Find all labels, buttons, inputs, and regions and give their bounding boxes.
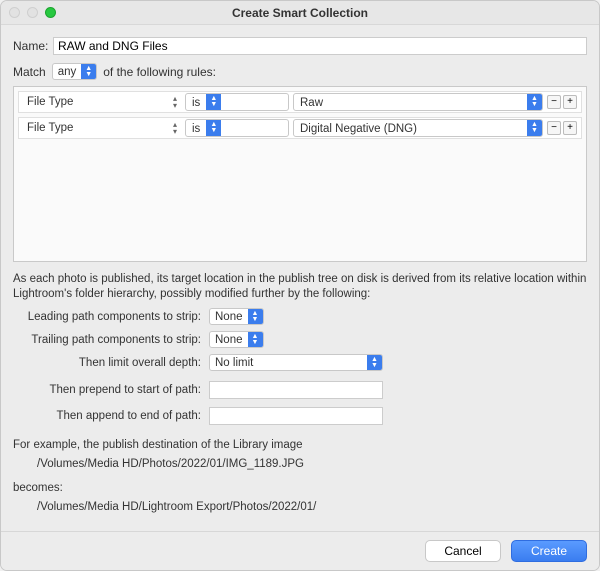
rule-value: Digital Negative (DNG) (294, 120, 527, 136)
prepend-label: Then prepend to start of path: (13, 384, 203, 396)
rule-operator-select[interactable]: is ▲▼ (185, 93, 289, 111)
dialog-footer: Cancel Create (1, 531, 599, 570)
remove-rule-button[interactable]: − (547, 95, 561, 109)
match-mode-value: any (53, 64, 82, 79)
prepend-row: Then prepend to start of path: (13, 381, 587, 399)
rule-value: Raw (294, 94, 527, 110)
stepper-icon: ▲▼ (248, 332, 263, 347)
rule-row: File Type ▴▾ is ▲▼ Digital Negative (DNG… (18, 117, 582, 139)
name-input[interactable] (53, 37, 587, 55)
example-source-path: /Volumes/Media HD/Photos/2022/01/IMG_118… (13, 456, 587, 472)
publish-explanation: As each photo is published, its target l… (13, 272, 587, 302)
stepper-icon: ▲▼ (527, 94, 542, 110)
append-input[interactable] (209, 407, 383, 425)
example-target-path: /Volumes/Media HD/Lightroom Export/Photo… (13, 499, 587, 515)
stepper-icon: ▴▾ (173, 121, 177, 135)
rule-attribute-value: File Type (27, 96, 73, 108)
window-controls (1, 7, 56, 18)
append-label: Then append to end of path: (13, 410, 203, 422)
add-rule-button[interactable]: + (563, 121, 577, 135)
example-becomes: becomes: (13, 480, 587, 496)
zoom-icon[interactable] (45, 7, 56, 18)
trailing-strip-label: Trailing path components to strip: (13, 334, 203, 346)
rule-value-select[interactable]: Digital Negative (DNG) ▲▼ (293, 119, 543, 137)
stepper-icon: ▲▼ (527, 120, 542, 136)
stepper-icon: ▲▼ (206, 94, 221, 110)
name-label: Name: (13, 39, 47, 53)
prepend-input[interactable] (209, 381, 383, 399)
depth-limit-select[interactable]: No limit ▲▼ (209, 354, 383, 371)
leading-strip-select[interactable]: None ▲▼ (209, 308, 264, 325)
titlebar: Create Smart Collection (1, 1, 599, 25)
rules-list: File Type ▴▾ is ▲▼ Raw ▲▼ − + File (13, 86, 587, 262)
stepper-icon: ▴▾ (173, 95, 177, 109)
add-rule-button[interactable]: + (563, 95, 577, 109)
cancel-button[interactable]: Cancel (425, 540, 501, 562)
depth-limit-label: Then limit overall depth: (13, 357, 203, 369)
stepper-icon: ▲▼ (81, 64, 96, 79)
rule-buttons: − + (547, 95, 577, 109)
match-mode-select[interactable]: any ▲▼ (52, 63, 98, 80)
stepper-icon: ▲▼ (248, 309, 263, 324)
rule-row: File Type ▴▾ is ▲▼ Raw ▲▼ − + (18, 91, 582, 113)
rule-operator-select[interactable]: is ▲▼ (185, 119, 289, 137)
append-row: Then append to end of path: (13, 407, 587, 425)
match-suffix: of the following rules: (103, 65, 216, 79)
example-block: For example, the publish destination of … (13, 437, 587, 523)
rule-attribute-value: File Type (27, 122, 73, 134)
example-intro: For example, the publish destination of … (13, 437, 587, 453)
rule-attribute-select[interactable]: File Type ▴▾ (23, 94, 181, 110)
rule-attribute-select[interactable]: File Type ▴▾ (23, 120, 181, 136)
rule-buttons: − + (547, 121, 577, 135)
window-title: Create Smart Collection (232, 6, 368, 20)
leading-strip-row: Leading path components to strip: None ▲… (13, 308, 587, 325)
stepper-icon: ▲▼ (367, 355, 382, 370)
remove-rule-button[interactable]: − (547, 121, 561, 135)
stepper-icon: ▲▼ (206, 120, 221, 136)
leading-strip-label: Leading path components to strip: (13, 311, 203, 323)
rule-operator-value: is (186, 120, 206, 136)
match-row: Match any ▲▼ of the following rules: (13, 63, 587, 80)
trailing-strip-value: None (210, 332, 248, 347)
dialog-content: Name: Match any ▲▼ of the following rule… (1, 25, 599, 531)
depth-limit-row: Then limit overall depth: No limit ▲▼ (13, 354, 587, 371)
rule-value-select[interactable]: Raw ▲▼ (293, 93, 543, 111)
create-button[interactable]: Create (511, 540, 587, 562)
trailing-strip-row: Trailing path components to strip: None … (13, 331, 587, 348)
name-row: Name: (13, 37, 587, 55)
rule-operator-value: is (186, 94, 206, 110)
minimize-icon[interactable] (27, 7, 38, 18)
close-icon[interactable] (9, 7, 20, 18)
trailing-strip-select[interactable]: None ▲▼ (209, 331, 264, 348)
depth-limit-value: No limit (210, 355, 367, 370)
dialog-window: Create Smart Collection Name: Match any … (0, 0, 600, 571)
match-prefix: Match (13, 65, 46, 79)
leading-strip-value: None (210, 309, 248, 324)
